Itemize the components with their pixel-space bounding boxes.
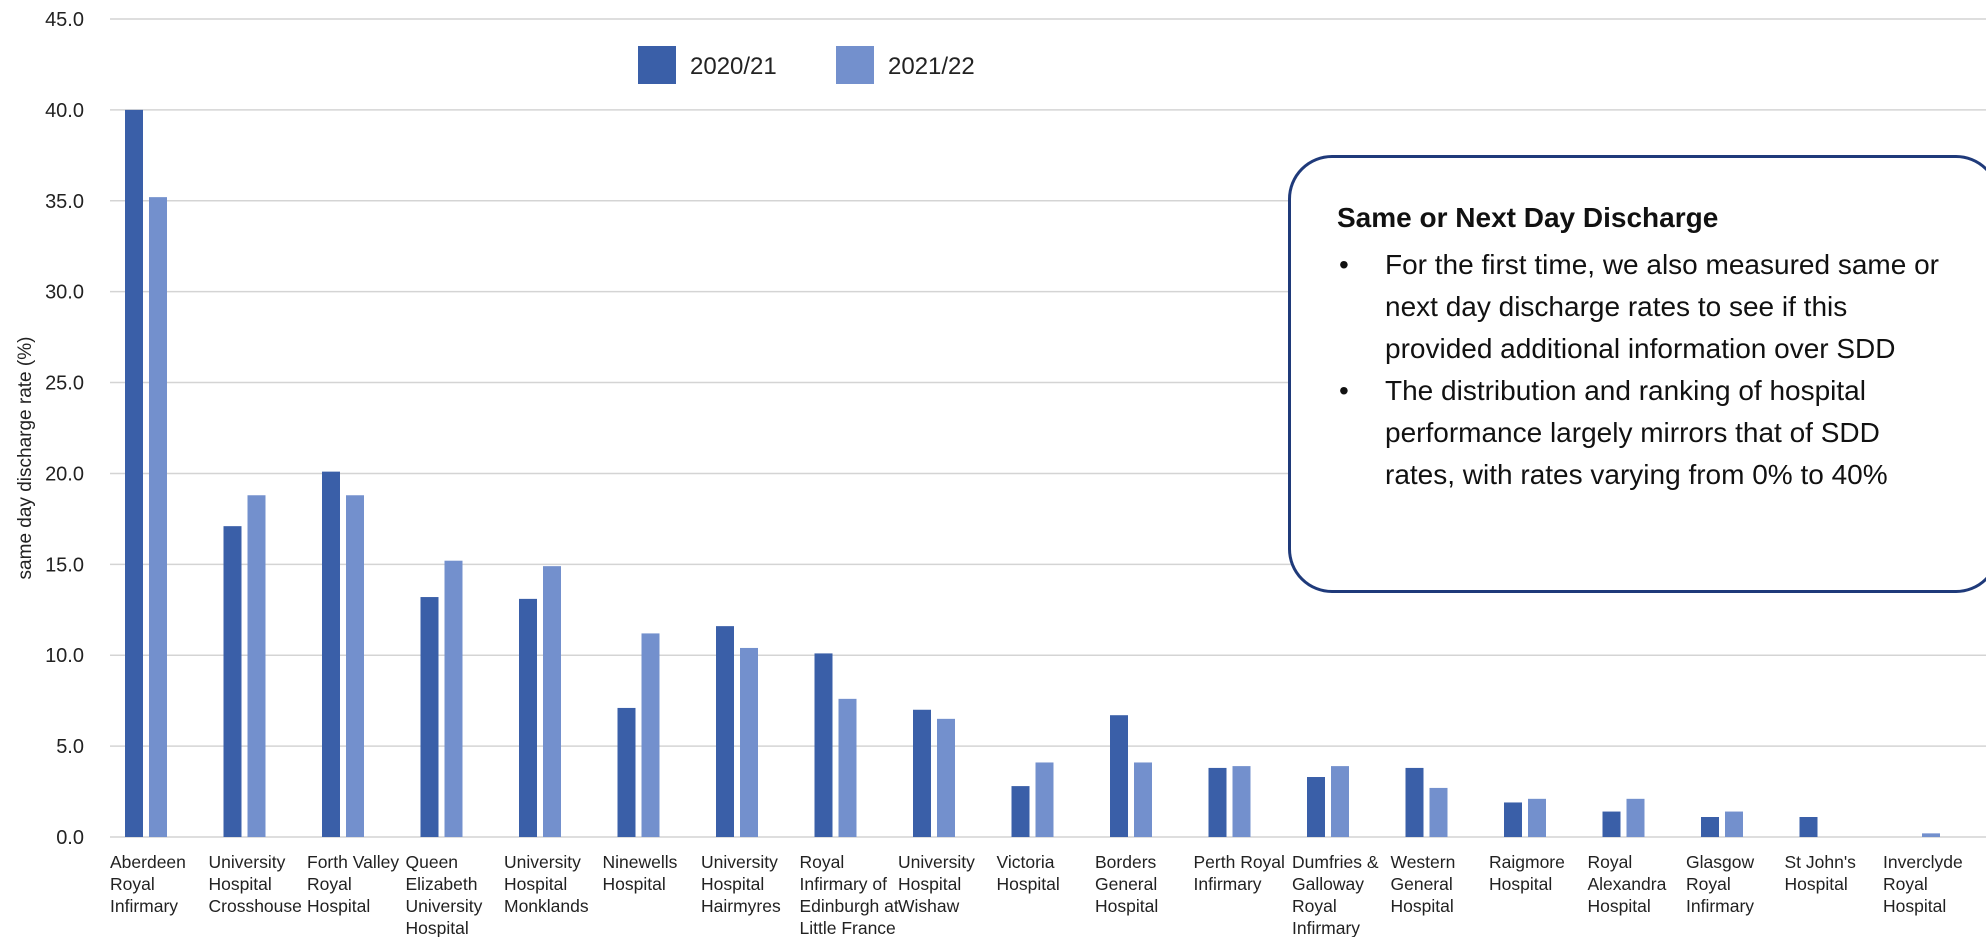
callout-bullet-2: The distribution and ranking of hospital… bbox=[1339, 370, 1957, 496]
bar-series-2 bbox=[543, 566, 561, 837]
bar-series-1 bbox=[1701, 817, 1719, 837]
bar-series-2 bbox=[1725, 811, 1743, 837]
x-category-label: University Hospital Monklands bbox=[504, 852, 589, 916]
x-category-label: Borders General Hospital bbox=[1095, 852, 1158, 916]
x-category-label: University Hospital Crosshouse bbox=[209, 852, 302, 916]
bar-series-1 bbox=[420, 597, 439, 837]
y-tick-label: 25.0 bbox=[45, 373, 84, 395]
x-category-label: Glasgow Royal Infirmary bbox=[1686, 852, 1754, 916]
bar-series-2 bbox=[1035, 762, 1054, 837]
callout-bullet-1: For the first time, we also measured sam… bbox=[1339, 244, 1957, 370]
bar-series-2 bbox=[1134, 762, 1152, 837]
bar-series-2 bbox=[1429, 787, 1448, 837]
y-tick-label: 40.0 bbox=[45, 100, 84, 122]
legend-swatch-2 bbox=[836, 46, 874, 84]
x-category-label: Forth Valley Royal Hospital bbox=[307, 852, 399, 916]
y-tick-label: 5.0 bbox=[56, 736, 84, 758]
bar-series-1 bbox=[716, 626, 734, 837]
x-category-label: Dumfries & Galloway Royal Infirmary bbox=[1292, 852, 1379, 937]
y-tick-label: 20.0 bbox=[45, 463, 84, 485]
callout-box: Same or Next Day Discharge For the first… bbox=[1288, 155, 1986, 593]
y-tick-label: 35.0 bbox=[45, 191, 84, 213]
y-tick-label: 45.0 bbox=[45, 9, 84, 31]
bar-series-1 bbox=[1011, 786, 1030, 837]
callout-title: Same or Next Day Discharge bbox=[1337, 202, 1719, 233]
bar-series-1 bbox=[617, 707, 636, 837]
bar-series-2 bbox=[1528, 798, 1546, 837]
x-category-label: Western General Hospital bbox=[1391, 852, 1456, 916]
x-category-label: Royal Alexandra Hospital bbox=[1588, 852, 1667, 916]
bar-series-1 bbox=[1504, 802, 1522, 837]
bar-series-1 bbox=[1602, 811, 1621, 837]
x-category-label: Royal Infirmary of Edinburgh at Little Fran… bbox=[800, 852, 899, 937]
y-tick-label: 30.0 bbox=[45, 282, 84, 304]
bar-series-2 bbox=[149, 197, 167, 838]
x-category-label: Ninewells Hospital bbox=[603, 852, 678, 894]
bar-series-1 bbox=[1307, 777, 1325, 837]
bar-series-1 bbox=[322, 471, 340, 837]
bar-series-2 bbox=[1922, 833, 1940, 837]
x-category-label: St John's Hospital bbox=[1785, 852, 1857, 894]
callout-bullet-list: For the first time, we also measured sam… bbox=[1337, 244, 1957, 496]
bar-series-2 bbox=[346, 495, 364, 837]
x-category-label: Inverclyde Royal Hospital bbox=[1883, 852, 1963, 916]
y-tick-label: 0.0 bbox=[56, 827, 84, 849]
y-tick-label: 10.0 bbox=[45, 645, 84, 667]
bar-series-2 bbox=[1626, 798, 1645, 837]
bar-series-1 bbox=[1208, 767, 1227, 837]
bar-series-2 bbox=[1331, 766, 1349, 837]
x-category-label: Aberdeen Royal Infirmary bbox=[110, 852, 186, 916]
y-axis-label: same day discharge rate (%) bbox=[15, 337, 36, 580]
x-category-label: Perth Royal Infirmary bbox=[1194, 852, 1285, 894]
x-category-label: Raigmore Hospital bbox=[1489, 852, 1565, 894]
bar-series-1 bbox=[1110, 715, 1128, 837]
bar-series-1 bbox=[814, 653, 833, 837]
bar-series-2 bbox=[1232, 766, 1251, 837]
bar-series-1 bbox=[913, 709, 931, 837]
bar-series-2 bbox=[641, 633, 660, 837]
bar-series-2 bbox=[444, 560, 463, 837]
bar-series-1 bbox=[1799, 817, 1818, 837]
y-tick-label: 15.0 bbox=[45, 554, 84, 576]
bar-series-2 bbox=[838, 698, 857, 837]
legend-label-2: 2021/22 bbox=[888, 53, 975, 80]
bar-series-1 bbox=[223, 526, 242, 837]
bar-series-2 bbox=[937, 718, 955, 837]
bar-series-2 bbox=[740, 647, 758, 837]
x-category-label: University Hospital Hairmyres bbox=[701, 852, 781, 916]
bar-series-1 bbox=[125, 109, 143, 837]
x-category-label: Queen Elizabeth University Hospital bbox=[406, 852, 483, 937]
x-category-label: Victoria Hospital bbox=[997, 852, 1060, 894]
bar-series-2 bbox=[247, 495, 266, 837]
bar-series-1 bbox=[1405, 767, 1424, 837]
legend-swatch-1 bbox=[638, 46, 676, 84]
bar-series-1 bbox=[519, 598, 537, 837]
x-category-label: University Hospital Wishaw bbox=[898, 852, 975, 916]
legend-label-1: 2020/21 bbox=[690, 53, 777, 80]
